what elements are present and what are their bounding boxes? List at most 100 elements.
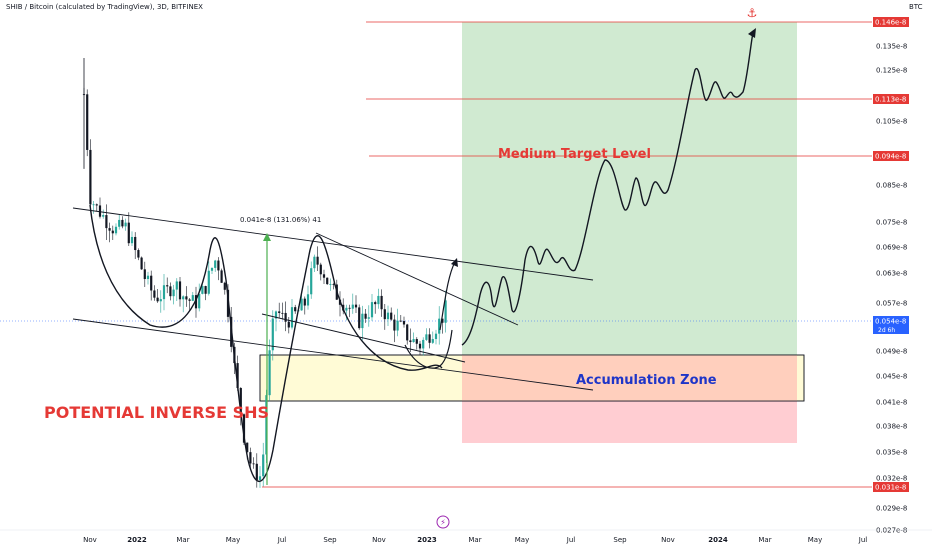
candle — [121, 216, 124, 229]
y-tick-label: 0.027e-8 — [876, 527, 907, 535]
price-badge — [873, 482, 909, 492]
chart-title: SHIB / Bitcoin (calculated by TradingVie… — [6, 3, 203, 11]
candle — [210, 267, 214, 274]
x-tick-label: Mar — [758, 536, 771, 544]
candle — [281, 302, 284, 320]
candle — [332, 282, 335, 290]
channel-lower — [72, 318, 594, 391]
candle — [137, 248, 140, 261]
x-tick-label: 2023 — [417, 536, 437, 544]
candle — [86, 89, 89, 157]
candle — [399, 314, 402, 323]
x-tick-label: Nov — [83, 536, 97, 544]
price-badge — [873, 151, 909, 161]
candle — [358, 304, 361, 330]
candle — [278, 302, 281, 319]
candle — [438, 306, 441, 345]
price-badge-label: 0.031e-8 — [875, 484, 906, 492]
candle — [428, 328, 431, 349]
y-tick-label: 0.045e-8 — [876, 373, 907, 381]
x-tick-label: Mar — [176, 536, 189, 544]
y-tick-label: 0.105e-8 — [876, 118, 907, 126]
candle — [402, 316, 406, 328]
horizontal-levels — [262, 21, 872, 488]
lightning-icon: ⚡ — [440, 518, 446, 527]
accumulation-box-orange — [462, 355, 797, 401]
y-tick-label: 0.057e-8 — [876, 300, 907, 308]
x-tick-label: May — [515, 536, 529, 544]
candle — [377, 288, 380, 309]
x-tick-label: Jul — [566, 536, 576, 544]
candle — [268, 339, 271, 402]
candle — [185, 286, 188, 307]
neckline-upper — [72, 207, 594, 281]
y-tick-label: 0.041e-8 — [876, 399, 907, 407]
candle — [130, 231, 134, 246]
right-shoulder-curve — [404, 329, 453, 369]
candle — [329, 278, 332, 291]
x-tick-label: Sep — [613, 536, 627, 544]
candle — [162, 273, 166, 311]
x-tick-label: 2022 — [127, 536, 147, 544]
x-tick-label: 2024 — [708, 536, 728, 544]
projection-arrow-head — [748, 28, 756, 38]
x-tick-label: Nov — [661, 536, 675, 544]
candle — [108, 222, 111, 243]
candle — [284, 301, 287, 332]
candle — [153, 285, 156, 301]
candle — [169, 282, 172, 301]
current-price-badge — [873, 316, 909, 334]
candle — [367, 305, 370, 327]
candle — [105, 204, 108, 240]
candle — [290, 299, 294, 330]
price-badge-label: 0.094e-8 — [875, 153, 906, 161]
currency-label: BTC — [909, 3, 923, 11]
candle — [393, 314, 396, 343]
candle — [316, 246, 319, 272]
candle — [217, 257, 220, 281]
candle — [178, 276, 182, 307]
event-icon[interactable] — [436, 515, 450, 529]
x-tick-label: Nov — [372, 536, 386, 544]
x-tick-label: Sep — [323, 536, 337, 544]
wedge-upper — [315, 232, 519, 326]
candle — [351, 293, 354, 314]
candle — [364, 309, 367, 323]
measure-arrow-head — [263, 233, 271, 241]
candle — [294, 304, 297, 314]
y-tick-label: 0.125e-8 — [876, 67, 907, 75]
candle — [310, 261, 313, 299]
candle — [140, 256, 143, 270]
candle — [319, 262, 322, 281]
candle — [345, 304, 348, 321]
candle — [370, 294, 374, 321]
y-tick-label: 0.049e-8 — [876, 348, 907, 356]
x-tick-label: May — [808, 536, 822, 544]
breakout-arrow-head — [451, 258, 458, 267]
inverse-shs-curve — [89, 204, 443, 482]
candle — [354, 295, 358, 313]
candle — [418, 340, 422, 355]
candle — [255, 453, 258, 488]
candles — [82, 58, 447, 488]
candle — [380, 289, 383, 317]
price-badge — [873, 94, 909, 104]
candle — [207, 261, 210, 296]
y-tick-label: 0.038e-8 — [876, 423, 907, 431]
candle — [194, 286, 198, 318]
candle — [409, 328, 412, 352]
candle — [95, 203, 98, 212]
candle — [156, 289, 159, 303]
candle — [374, 300, 377, 314]
candle — [146, 271, 150, 285]
x-tick-label: Jul — [277, 536, 287, 544]
price-badge-label: 0.146e-8 — [875, 19, 906, 27]
accumulation-label: Accumulation Zone — [576, 373, 717, 388]
medium-target-label: Medium Target Level — [498, 147, 651, 162]
candle — [111, 225, 114, 240]
candle — [175, 278, 178, 302]
candle — [361, 305, 364, 341]
target-zone — [462, 22, 797, 355]
candle — [198, 283, 201, 312]
